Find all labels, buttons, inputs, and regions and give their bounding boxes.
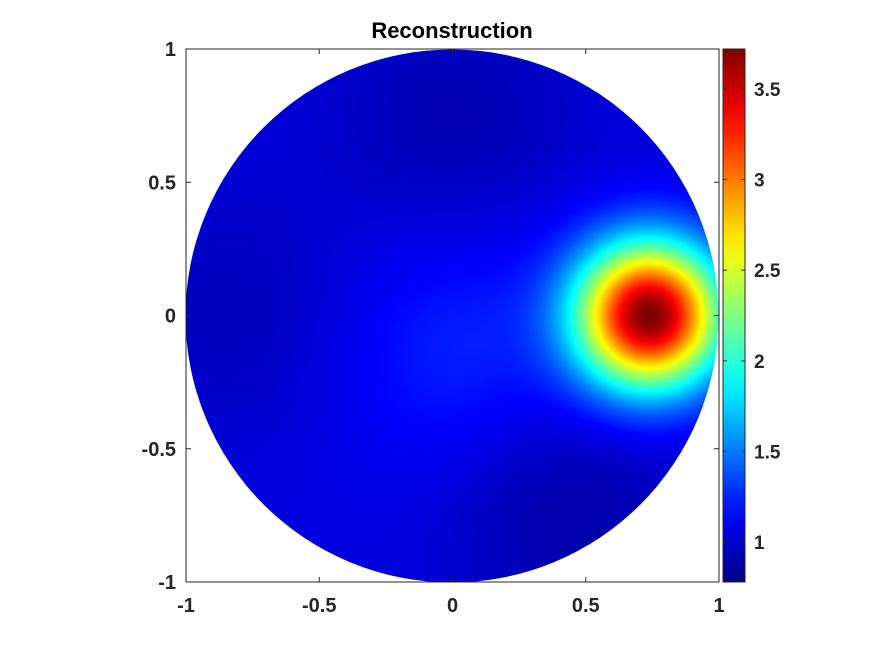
y-tick-label: -1 [158, 572, 176, 594]
x-axis: -1 -0.5 0 0.5 1 [177, 49, 725, 617]
y-tick-label: 0.5 [148, 172, 176, 194]
x-tick-label: 0.5 [572, 595, 600, 617]
colorbar-axis: 1 1.5 2 2.5 3 3.5 [723, 80, 781, 554]
colorbar-tick-label: 2.5 [754, 261, 781, 282]
x-tick-label: 0 [447, 595, 458, 617]
colorbar-tick-label: 1.5 [754, 442, 781, 463]
y-tick-label: 0 [165, 306, 176, 328]
x-tick-label: 1 [713, 595, 724, 617]
x-tick-label: -1 [177, 595, 195, 617]
heatmap-disk [186, 49, 719, 582]
y-tick-label: 1 [165, 39, 176, 61]
y-tick-label: -0.5 [142, 439, 176, 461]
x-tick-label: -0.5 [302, 595, 336, 617]
colorbar-tick-label: 1 [754, 533, 765, 554]
y-axis: -1 -0.5 0 0.5 1 [142, 39, 719, 594]
colorbar-tick-label: 3.5 [754, 80, 781, 101]
heatmap-image [186, 49, 719, 582]
colorbar [722, 48, 746, 583]
colorbar-tick-label: 3 [754, 171, 765, 192]
colorbar-tick-label: 2 [754, 352, 765, 373]
chart-title: Reconstruction [371, 18, 532, 43]
